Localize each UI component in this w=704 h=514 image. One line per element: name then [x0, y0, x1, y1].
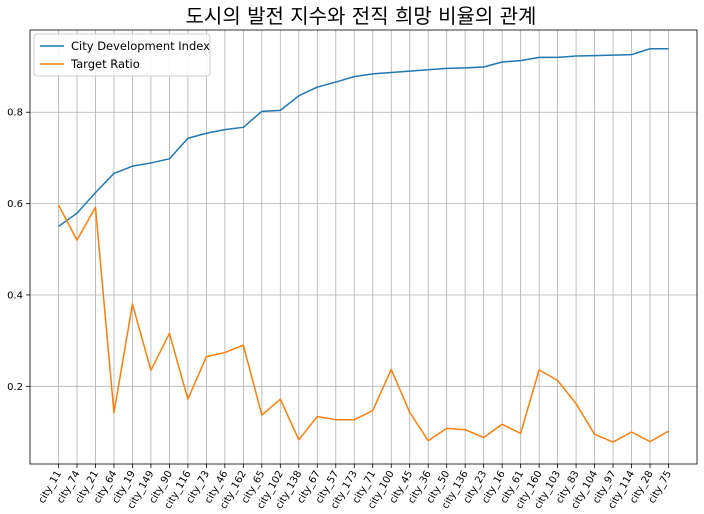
y-tick-label: 0.8: [7, 108, 23, 119]
legend-box: [33, 33, 211, 77]
y-axis: 0.2 0.4 0.6 0.8: [7, 108, 30, 393]
y-tick-label: 0.2: [7, 382, 23, 393]
series-layer: [57, 47, 669, 443]
x-axis: city_11city_74city_21city_64city_19city_…: [37, 464, 674, 511]
legend-label-target: Target Ratio: [70, 57, 140, 71]
chart-title: 도시의 발전 지수와 전직 희망 비율의 관계: [186, 4, 537, 28]
grid: [30, 30, 697, 464]
y-tick-label: 0.4: [7, 290, 23, 301]
legend: City Development Index Target Ratio: [33, 33, 211, 77]
series-line-city-development-index: [58, 47, 669, 228]
legend-label-cdi: City Development Index: [71, 39, 210, 53]
y-tick-label: 0.6: [7, 199, 23, 210]
series-line-target-ratio: [57, 204, 669, 443]
plot-frame: [29, 29, 698, 465]
